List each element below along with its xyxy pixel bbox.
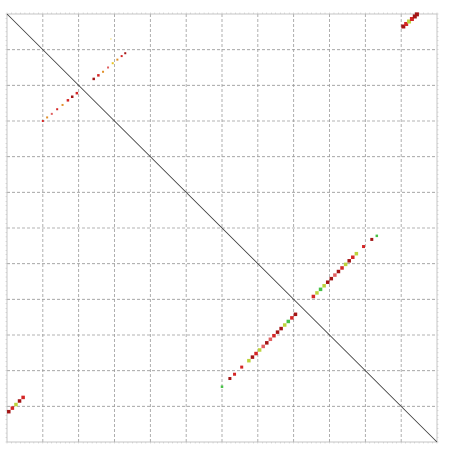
data-point: [322, 284, 326, 288]
data-point: [272, 333, 276, 338]
data-point: [401, 24, 406, 29]
data-point: [329, 276, 334, 281]
data-point: [347, 259, 351, 263]
data-point: [10, 406, 15, 410]
data-point: [275, 330, 280, 334]
data-point: [247, 358, 251, 363]
tick-marks: [5, 12, 439, 444]
data-points: [7, 12, 419, 414]
data-point: [333, 273, 337, 277]
data-point: [70, 95, 74, 98]
data-point: [56, 108, 59, 111]
data-point: [120, 55, 123, 58]
data-point: [409, 16, 414, 21]
data-point: [311, 294, 316, 299]
data-point: [17, 399, 22, 403]
data-point: [375, 234, 379, 238]
data-point: [124, 52, 127, 55]
data-point: [220, 385, 224, 388]
data-point: [336, 269, 341, 274]
data-point: [343, 262, 348, 267]
data-point: [414, 12, 419, 17]
diagonal-line: [6, 13, 438, 443]
data-point: [351, 255, 355, 259]
data-point: [50, 112, 53, 115]
data-point: [412, 14, 417, 19]
data-point: [61, 103, 64, 106]
data-point: [110, 38, 112, 40]
data-point: [75, 91, 79, 95]
data-point: [228, 377, 232, 381]
data-point: [92, 77, 95, 81]
data-point: [46, 116, 49, 119]
data-point: [286, 319, 291, 324]
data-point: [111, 62, 114, 65]
data-point: [279, 326, 283, 331]
data-point: [318, 287, 323, 292]
data-point: [116, 58, 119, 61]
data-point: [370, 237, 374, 241]
data-point: [325, 280, 330, 284]
data-point: [354, 251, 359, 256]
data-point: [240, 365, 244, 369]
data-point: [261, 344, 265, 349]
data-point: [14, 402, 18, 407]
data-point: [233, 372, 237, 376]
data-point: [257, 348, 262, 352]
data-point: [7, 409, 11, 414]
data-point: [41, 120, 44, 122]
data-point: [265, 341, 269, 345]
data-point: [407, 19, 412, 24]
data-point: [254, 351, 258, 356]
data-point: [97, 74, 100, 77]
data-point: [362, 245, 366, 249]
data-point: [290, 316, 294, 320]
data-point: [293, 312, 298, 317]
data-point: [21, 395, 25, 400]
data-point: [268, 337, 273, 342]
data-point: [66, 99, 70, 102]
data-point: [404, 21, 409, 26]
data-point: [282, 323, 287, 327]
data-point: [315, 291, 319, 295]
data-point: [102, 70, 105, 73]
data-point: [250, 355, 255, 359]
data-point: [107, 66, 110, 69]
data-point: [340, 266, 344, 270]
